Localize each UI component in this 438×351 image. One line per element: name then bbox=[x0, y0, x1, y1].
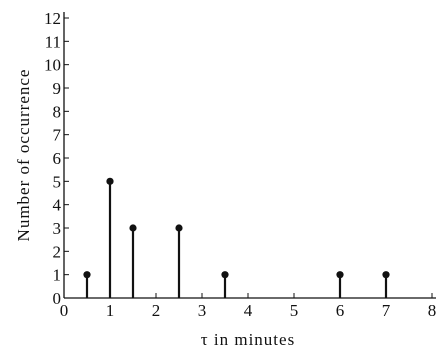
y-tick-label: 11 bbox=[45, 32, 61, 51]
y-tick-label: 3 bbox=[53, 219, 62, 238]
stem-marker bbox=[221, 271, 229, 279]
data-stems bbox=[83, 177, 390, 298]
x-axis-ticks: 0 1 2 3 4 5 6 7 8 bbox=[60, 293, 437, 320]
y-axis-title: Number of occurrence bbox=[14, 69, 33, 242]
y-tick-label: 4 bbox=[53, 196, 62, 215]
x-tick-label: 3 bbox=[198, 301, 207, 320]
x-tick-label: 5 bbox=[290, 301, 299, 320]
x-tick-label: 4 bbox=[244, 301, 253, 320]
y-tick-label: 12 bbox=[44, 9, 61, 28]
stem-marker bbox=[175, 224, 183, 232]
y-tick-label: 9 bbox=[53, 79, 62, 98]
stem-marker bbox=[336, 271, 344, 279]
stem-marker bbox=[83, 271, 91, 279]
x-tick-label: 6 bbox=[336, 301, 345, 320]
y-tick-label: 1 bbox=[53, 266, 62, 285]
x-tick-label: 0 bbox=[60, 301, 69, 320]
stem-marker bbox=[129, 224, 137, 232]
x-tick-label: 7 bbox=[382, 301, 391, 320]
x-tick-label: 1 bbox=[106, 301, 115, 320]
plot-frame bbox=[63, 12, 436, 299]
y-tick-label: 6 bbox=[53, 149, 62, 168]
y-tick-label: 5 bbox=[53, 172, 62, 191]
x-axis-title: τ in minutes bbox=[201, 330, 295, 349]
y-tick-label: 10 bbox=[44, 56, 61, 75]
stem-marker bbox=[382, 271, 390, 279]
y-tick-label: 7 bbox=[53, 126, 62, 145]
stem-marker bbox=[106, 177, 114, 185]
y-tick-label: 0 bbox=[53, 289, 62, 308]
y-tick-label: 2 bbox=[53, 242, 62, 261]
x-tick-label: 2 bbox=[152, 301, 161, 320]
y-tick-label: 8 bbox=[53, 102, 62, 121]
x-tick-label: 8 bbox=[428, 301, 437, 320]
